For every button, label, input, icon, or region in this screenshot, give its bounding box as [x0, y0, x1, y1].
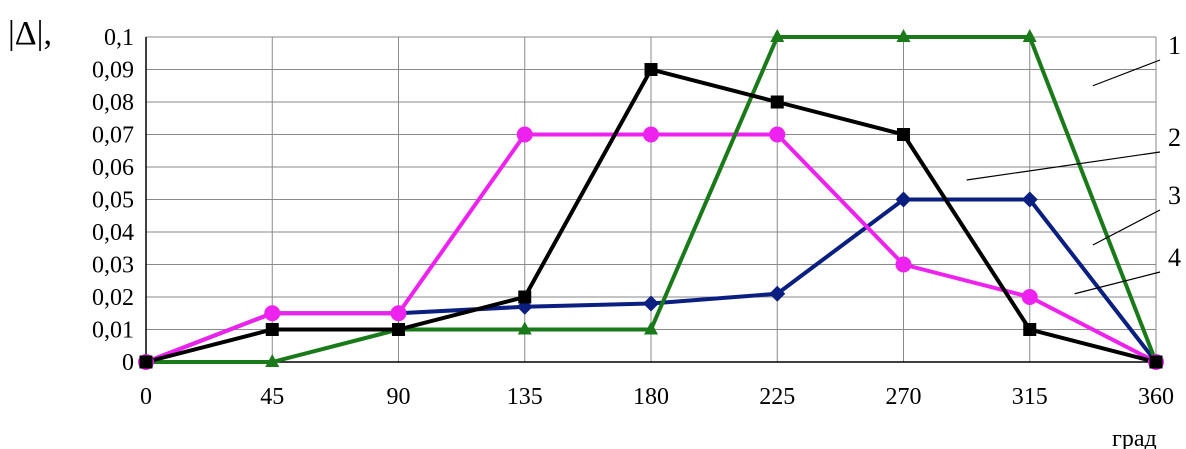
marker-series-2 — [769, 285, 786, 302]
marker-series-1 — [518, 290, 532, 304]
marker-series-1 — [265, 323, 279, 336]
callout-label-4: 4 — [1168, 243, 1181, 272]
marker-series-4 — [769, 126, 786, 143]
callout-label-2: 2 — [1168, 123, 1181, 152]
y-tick-label: 0,1 — [104, 25, 134, 51]
x-axis-label: град — [1112, 426, 1157, 449]
x-tick-label: 225 — [759, 384, 795, 410]
marker-series-1 — [1149, 355, 1163, 369]
x-tick-labels: 0 45 90 135 180 225 270 315 360 — [140, 384, 1174, 410]
marker-series-4 — [643, 126, 659, 143]
y-tick-label: 0,01 — [92, 318, 134, 344]
marker-series-2 — [895, 191, 912, 208]
marker-series-2 — [643, 295, 659, 312]
x-tick-label: 135 — [507, 384, 543, 410]
series-markers — [138, 29, 1164, 370]
marker-series-1 — [770, 95, 784, 109]
y-tick-label: 0,07 — [92, 123, 134, 149]
y-tick-label: 0,03 — [92, 253, 134, 279]
x-tick-label: 360 — [1138, 384, 1174, 410]
y-tick-label: 0 — [122, 350, 134, 376]
callout-label-3: 3 — [1168, 181, 1181, 210]
marker-series-3 — [1022, 29, 1037, 42]
x-tick-label: 315 — [1012, 384, 1048, 410]
x-tick-label: 45 — [260, 384, 284, 410]
x-tick-label: 270 — [886, 384, 922, 410]
marker-series-3 — [517, 321, 532, 335]
callout-line-1 — [1092, 59, 1161, 87]
marker-series-4 — [895, 256, 912, 273]
marker-series-1 — [897, 128, 910, 141]
callout-label-1: 1 — [1168, 31, 1181, 60]
y-tick-label: 0,06 — [92, 155, 134, 181]
marker-series-4 — [390, 305, 407, 322]
callout-line-2 — [966, 151, 1161, 181]
y-tick-labels: 0 0,01 0,02 0,03 0,04 0,05 0,06 0,07 0,08 0,09 0,1 — [92, 25, 134, 376]
marker-series-3 — [770, 29, 785, 42]
marker-series-4 — [1021, 289, 1038, 305]
marker-series-3 — [896, 29, 911, 42]
marker-series-1 — [139, 355, 153, 369]
axes — [145, 37, 1156, 363]
marker-series-1 — [1023, 323, 1037, 336]
marker-series-3 — [644, 321, 658, 335]
series-callouts: 1 2 3 4 — [966, 31, 1181, 295]
x-tick-label: 180 — [633, 384, 669, 410]
x-tick-label: 0 — [140, 384, 152, 410]
y-tick-label: 0,08 — [92, 90, 134, 116]
callout-line-3 — [1092, 209, 1161, 246]
x-tick-label: 90 — [387, 384, 411, 410]
marker-series-1 — [644, 63, 658, 76]
marker-series-4 — [516, 126, 533, 143]
marker-series-1 — [392, 323, 405, 336]
y-axis-label: |Δ|, — [8, 15, 52, 52]
marker-series-3 — [265, 354, 280, 367]
y-tick-label: 0,04 — [92, 220, 134, 246]
marker-series-4 — [264, 305, 281, 322]
y-tick-label: 0,09 — [92, 58, 134, 84]
y-tick-label: 0,02 — [92, 285, 134, 311]
marker-series-2 — [1021, 191, 1038, 208]
y-tick-label: 0,05 — [92, 188, 134, 214]
callout-line-4 — [1074, 271, 1161, 295]
